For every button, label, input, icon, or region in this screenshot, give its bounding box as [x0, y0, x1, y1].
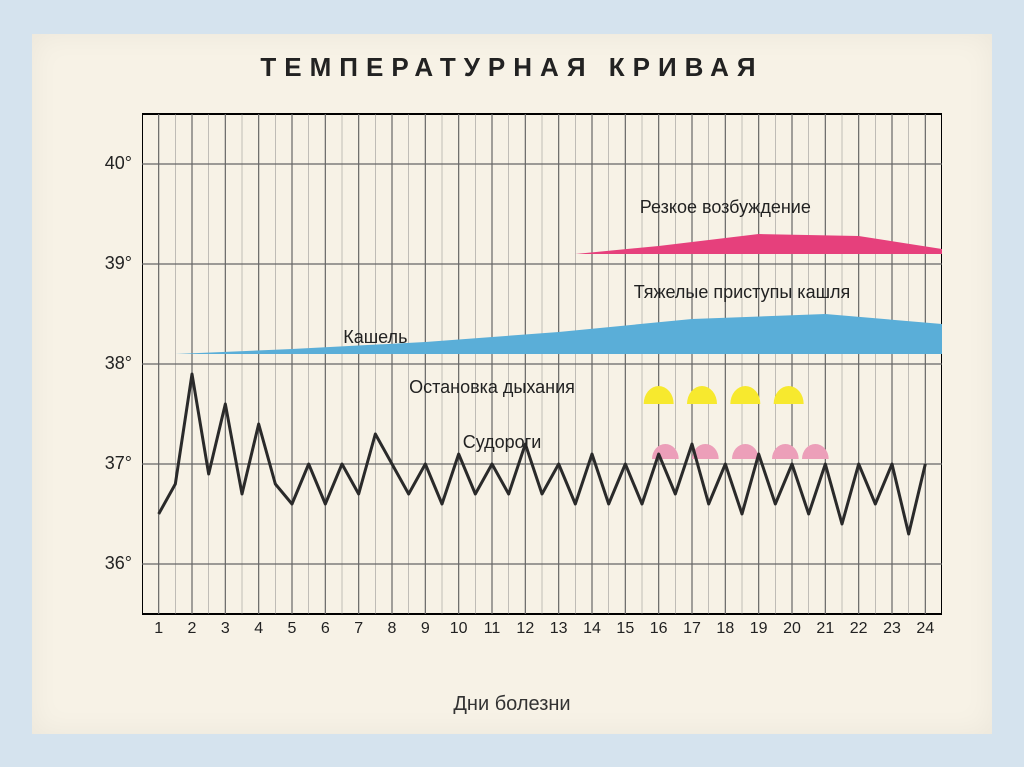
y-tick-label: 40° — [82, 153, 132, 174]
y-tick-label: 39° — [82, 253, 132, 274]
x-tick-label: 11 — [484, 620, 501, 638]
x-tick-label: 18 — [716, 620, 734, 638]
x-tick-label: 2 — [188, 620, 197, 638]
x-tick-label: 21 — [816, 620, 834, 638]
x-tick-label: 7 — [354, 620, 363, 638]
x-tick-label: 3 — [221, 620, 230, 638]
annotation-cough: Кашель — [343, 327, 407, 348]
x-tick-label: 9 — [421, 620, 430, 638]
x-tick-label: 15 — [616, 620, 634, 638]
annotation-arousal: Резкое возбуждение — [640, 197, 811, 218]
annotation-convulsions: Судороги — [463, 432, 542, 453]
x-tick-label: 13 — [550, 620, 568, 638]
x-tick-label: 16 — [650, 620, 668, 638]
x-tick-label: 22 — [850, 620, 868, 638]
x-tick-label: 8 — [388, 620, 397, 638]
x-tick-label: 5 — [288, 620, 297, 638]
x-tick-label: 12 — [516, 620, 534, 638]
x-tick-label: 20 — [783, 620, 801, 638]
chart-title: ТЕМПЕРАТУРНАЯ КРИВАЯ — [32, 34, 992, 83]
x-tick-label: 14 — [583, 620, 601, 638]
x-tick-label: 24 — [916, 620, 934, 638]
x-axis-title: Дни болезни — [32, 693, 992, 716]
annotation-apnea: Остановка дыхания — [409, 377, 575, 398]
y-tick-label: 36° — [82, 553, 132, 574]
x-tick-label: 6 — [321, 620, 330, 638]
x-tick-label: 23 — [883, 620, 901, 638]
x-tick-label: 1 — [154, 620, 163, 638]
annotation-cough_heavy: Тяжелые приступы кашля — [634, 282, 851, 303]
y-tick-label: 37° — [82, 453, 132, 474]
x-tick-label: 17 — [683, 620, 701, 638]
x-tick-label: 19 — [750, 620, 768, 638]
y-tick-label: 38° — [82, 353, 132, 374]
x-tick-label: 10 — [450, 620, 468, 638]
x-tick-label: 4 — [254, 620, 263, 638]
chart-page: ТЕМПЕРАТУРНАЯ КРИВАЯ 36°37°38°39°40° 123… — [32, 34, 992, 734]
